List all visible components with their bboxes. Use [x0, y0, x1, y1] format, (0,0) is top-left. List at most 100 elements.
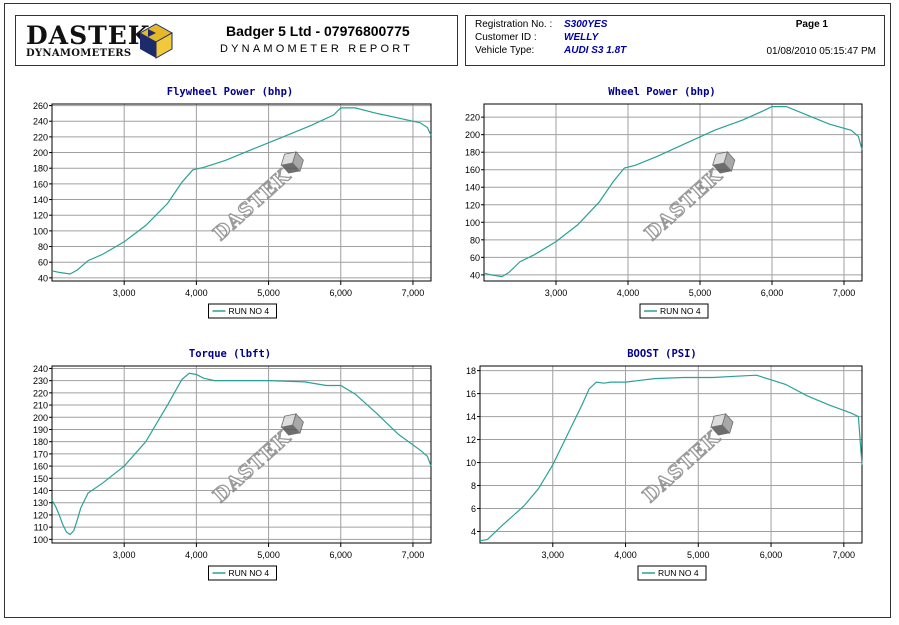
- registration-value: S300YES: [564, 19, 608, 30]
- x-tick-label: 5,000: [687, 550, 710, 560]
- plot-area: [52, 366, 431, 543]
- x-tick-label: 7,000: [402, 550, 425, 560]
- x-tick-label: 5,000: [257, 288, 280, 298]
- y-tick-label: 12: [466, 435, 476, 445]
- customer-id-value: WELLY: [564, 32, 599, 43]
- y-tick-label: 60: [38, 258, 48, 268]
- y-tick-label: 150: [33, 474, 48, 484]
- y-tick-label: 18: [466, 366, 476, 376]
- y-tick-label: 240: [33, 117, 48, 127]
- legend-box: [637, 565, 707, 581]
- y-tick-label: 40: [38, 273, 48, 283]
- y-tick-label: 160: [33, 179, 48, 189]
- chart-legend: RUN NO 4: [637, 565, 707, 581]
- legend-box: [208, 303, 277, 319]
- y-tick-label: 120: [33, 211, 48, 221]
- y-tick-label: 140: [33, 486, 48, 496]
- y-tick-label: 180: [33, 164, 48, 174]
- x-tick-label: 7,000: [833, 288, 856, 298]
- boost-chart: BOOST (PSI) 3,000 4,000 5,000 6,000 7,000 4 6 8 1…: [466, 348, 863, 581]
- legend-label: RUN NO 4: [229, 568, 270, 578]
- plot-border: [51, 103, 432, 282]
- y-tick-label: 130: [33, 498, 48, 508]
- y-tick-label: 170: [33, 449, 48, 459]
- y-tick-label: 230: [33, 376, 48, 386]
- x-tick-label: 4,000: [185, 288, 208, 298]
- y-tick-label: 6: [471, 504, 476, 514]
- wheel-power-chart: Wheel Power (bhp) 3,000 4,000 5,000 6,000 7,0…: [465, 86, 863, 319]
- y-tick-label: 80: [38, 242, 48, 252]
- plot-area: [52, 104, 431, 281]
- chart-legend: RUN NO 4: [639, 303, 709, 319]
- customer-id-label: Customer ID :: [475, 32, 537, 43]
- x-tick-label: 5,000: [257, 550, 280, 560]
- y-tick-label: 16: [466, 389, 476, 399]
- plot-area: [484, 104, 862, 281]
- y-tick-label: 240: [33, 364, 48, 374]
- y-tick-label: 160: [33, 462, 48, 472]
- x-tick-label: 7,000: [402, 288, 425, 298]
- y-tick-label: 100: [33, 535, 48, 545]
- y-tick-label: 40: [470, 270, 480, 280]
- chart-legend: RUN NO 4: [208, 565, 277, 581]
- legend-label: RUN NO 4: [229, 306, 270, 316]
- watermark-cube-icon: [280, 151, 304, 174]
- legend-box: [639, 303, 709, 319]
- vehicle-type-label: Vehicle Type:: [475, 45, 535, 56]
- x-tick-label: 4,000: [614, 550, 637, 560]
- x-tick-label: 5,000: [689, 288, 712, 298]
- series-line: [51, 372, 432, 536]
- y-tick-label: 210: [33, 401, 48, 411]
- y-tick-label: 180: [33, 437, 48, 447]
- y-tick-label: 140: [33, 195, 48, 205]
- watermark-cube-icon: [280, 413, 304, 436]
- report-header-left: DASTEK DYNAMOMETERS Badger 5 Ltd - 07976…: [15, 15, 458, 66]
- y-tick-label: 220: [465, 113, 480, 123]
- vehicle-type-value: AUDI S3 1.8T: [564, 45, 627, 56]
- y-tick-label: 8: [471, 481, 476, 491]
- plot-border: [51, 365, 432, 544]
- y-tick-label: 100: [465, 218, 480, 228]
- x-tick-label: 3,000: [113, 550, 136, 560]
- y-tick-label: 200: [465, 130, 480, 140]
- watermark-cube-icon: [712, 151, 736, 174]
- y-tick-label: 4: [471, 527, 476, 537]
- flywheel-power-chart: Flywheel Power (bhp) 3,000 4,000 5,000 6,000…: [33, 86, 432, 319]
- logo-wordmark: DASTEK: [26, 21, 151, 50]
- dastek-emblem-icon: [139, 23, 173, 59]
- legend-box: [208, 565, 277, 581]
- y-tick-label: 110: [34, 523, 48, 533]
- chart-legend: RUN NO 4: [208, 303, 277, 319]
- series-line: [479, 374, 863, 542]
- x-tick-label: 3,000: [541, 550, 564, 560]
- x-tick-label: 6,000: [761, 288, 784, 298]
- x-tick-label: 7,000: [833, 550, 856, 560]
- report-title: DYNAMOMETER REPORT: [220, 43, 414, 55]
- page-number: Page 1: [795, 19, 828, 30]
- logo-subtitle: DYNAMOMETERS: [26, 48, 132, 59]
- y-tick-label: 140: [465, 183, 480, 193]
- x-tick-label: 6,000: [760, 550, 783, 560]
- x-tick-label: 4,000: [185, 550, 208, 560]
- y-tick-label: 10: [466, 458, 476, 468]
- plot-border: [479, 365, 863, 544]
- torque-chart: Torque (lbft) 3,000 4,000 5,000 6,000 7,000 10…: [33, 348, 432, 581]
- y-tick-label: 220: [33, 388, 48, 398]
- x-tick-label: 6,000: [329, 550, 352, 560]
- chart-title: Flywheel Power (bhp): [167, 86, 293, 98]
- series-line: [51, 107, 432, 275]
- report-frame: [4, 3, 891, 618]
- y-tick-label: 180: [465, 148, 480, 158]
- legend-label: RUN NO 4: [658, 568, 699, 578]
- y-tick-label: 190: [33, 425, 48, 435]
- chart-title: Wheel Power (bhp): [608, 86, 715, 98]
- watermark-cube-icon: [710, 413, 734, 436]
- y-tick-label: 160: [465, 165, 480, 175]
- y-tick-label: 260: [33, 101, 48, 111]
- series-line: [483, 106, 863, 278]
- y-tick-label: 120: [33, 510, 48, 520]
- company-name: Badger 5 Ltd - 07976800775: [226, 23, 410, 39]
- plot-border: [483, 103, 863, 282]
- plot-area: [480, 366, 862, 543]
- y-tick-label: 220: [33, 132, 48, 142]
